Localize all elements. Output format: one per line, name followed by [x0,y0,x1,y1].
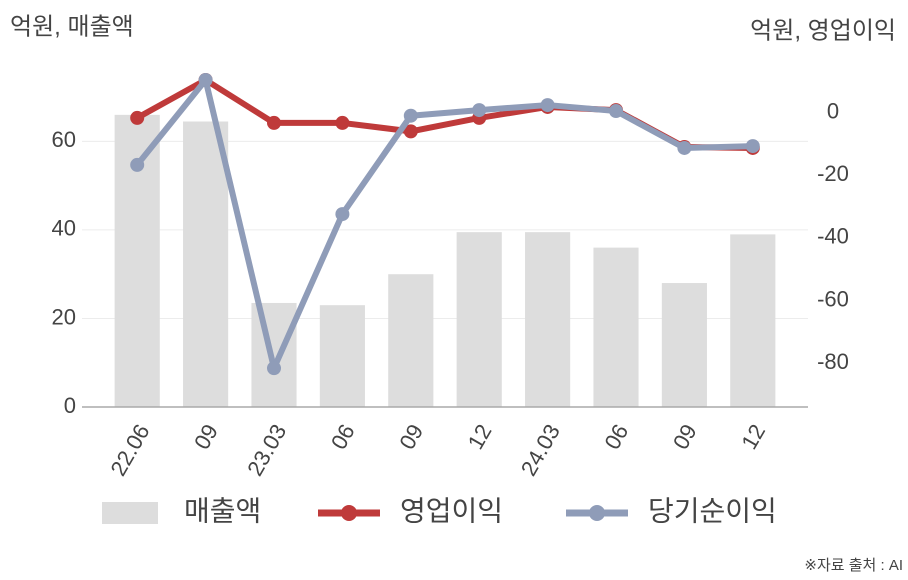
point [267,361,281,376]
legend-label: 영업이익 [400,495,503,526]
legend-label: 매출액 [184,495,261,526]
x-tick-label: 22.06 [105,420,154,480]
point [335,207,350,222]
x-tick-group: 12 [463,420,497,454]
x-tick-label: 24.03 [516,420,565,480]
x-tick-label: 09 [394,420,428,454]
legend-label: 당기순이익 [648,495,777,526]
x-tick-group: 09 [189,420,223,454]
y2-axis-label: 억원, 영업이익 [750,17,896,44]
point [403,108,418,123]
y-tick-label: 0 [64,393,76,418]
y2-tick-label: -40 [817,224,849,249]
point [403,124,418,139]
y2-tick-label: -60 [817,286,849,311]
x-tick-group: 06 [326,420,360,454]
bar [183,121,229,407]
bar [525,232,571,407]
legend-swatch [102,502,158,524]
x-tick-label: 09 [668,420,702,454]
bar [388,274,434,407]
x-tick-group: 09 [668,420,702,454]
point [335,115,350,130]
point [677,140,692,155]
y2-tick-label: -20 [817,161,849,186]
x-tick-label: 06 [599,420,633,454]
y-tick-label: 20 [52,304,76,329]
bar [593,247,639,407]
point [130,157,145,172]
line [134,77,753,372]
x-tick-group: 09 [394,420,428,454]
x-tick-label: 12 [736,420,770,454]
x-tick-label: 06 [326,420,360,454]
point [745,139,760,154]
point [609,104,623,119]
x-tick-label: 12 [463,420,497,454]
bar [319,305,365,407]
bar [251,302,297,407]
y-tick-label: 40 [52,216,76,241]
y-tick-label: 60 [52,127,76,152]
y-axis-label: 억원, 매출액 [10,13,134,40]
x-tick-group: 23.03 [242,420,291,480]
y2-tick-label: 0 [827,98,839,123]
bar [661,283,707,407]
x-tick-group: 06 [599,420,633,454]
x-tick-label: 23.03 [242,420,291,480]
x-tick-label: 09 [189,420,223,454]
point [198,73,213,88]
bar [730,234,776,407]
point [472,103,487,118]
point [267,115,281,130]
point [540,98,555,113]
x-tick-group: 22.06 [105,420,154,480]
y2-tick-label: -80 [817,349,849,374]
x-tick-group: 24.03 [516,420,565,480]
bar [456,232,502,407]
source-note: ※자료 출처 : AI [804,557,903,574]
legend-marker [589,505,605,521]
point [130,110,145,125]
x-tick-group: 12 [736,420,770,454]
legend-marker [341,505,357,521]
